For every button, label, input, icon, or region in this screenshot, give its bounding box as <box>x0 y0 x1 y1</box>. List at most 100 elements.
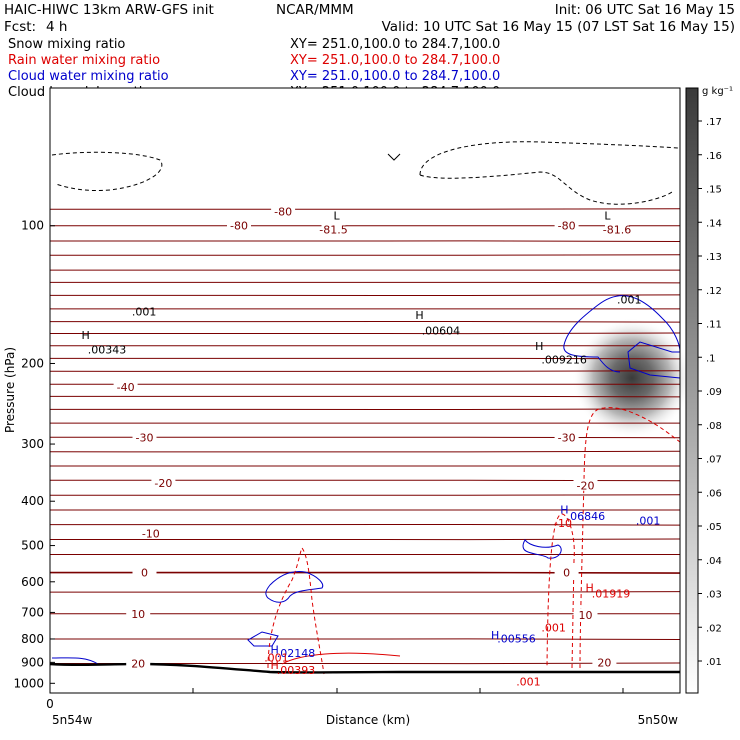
colorbar-tick-label: .13 <box>706 252 722 263</box>
temperature-label: -30 <box>136 431 154 444</box>
temperature-label: -40 <box>117 381 135 394</box>
model-title: HAIC-HIWC 13km ARW-GFS init <box>4 2 214 18</box>
y-tick-label: 400 <box>21 494 44 508</box>
colorbar-tick-label: .08 <box>706 421 722 432</box>
snow-annotation: .00343 <box>88 343 127 356</box>
temperature-contour-line <box>49 208 681 210</box>
colorbar-tick-label: .14 <box>706 218 722 229</box>
temperature-label-bg <box>321 222 346 235</box>
colorbar-tick-label: .16 <box>706 151 722 162</box>
valid-time: Valid: 10 UTC Sat 16 May 15 (07 LST Sat … <box>382 19 735 35</box>
temperature-contour-line <box>49 538 681 541</box>
temperature-label-bg <box>605 222 629 235</box>
snow-annotation: L <box>334 210 341 223</box>
temperature-contour-line <box>49 357 681 360</box>
cloud-annotation: .02148 <box>277 647 316 660</box>
legend-field-xy: XY= 251.0,100.0 to 284.7,100.0 <box>290 53 500 68</box>
temperature-label: -20 <box>577 480 595 493</box>
y-tick-label: 600 <box>21 575 44 589</box>
temperature-contour-line <box>49 240 681 242</box>
snow-annotation: H <box>535 340 543 353</box>
snow-annotation: H <box>82 329 90 342</box>
colorbar-tick-label: .17 <box>706 117 722 128</box>
temperature-label: 20 <box>131 657 145 670</box>
colorbar-tick-label: .09 <box>706 387 722 398</box>
temperature-label-bg <box>573 478 598 491</box>
temperature-label: -81.6 <box>603 224 631 237</box>
terrain-line <box>49 662 680 674</box>
temperature-label-bg <box>573 608 598 621</box>
y-tick-label: 300 <box>21 437 44 451</box>
temperature-contour-line <box>49 254 681 256</box>
colorbar-tick-label: .11 <box>706 320 722 331</box>
temperature-label-bg <box>132 430 157 443</box>
legend-field-name: Rain water mixing ratio <box>8 53 160 68</box>
temperature-contour-line <box>49 591 681 593</box>
y-tick-label: 700 <box>21 605 44 619</box>
temperature-label: -80 <box>558 220 576 233</box>
cloud-water-contours <box>51 295 681 665</box>
temperature-label: -80 <box>274 205 292 218</box>
y-axis: 100 200 300 400 500 600 700 800 900 1000 <box>13 88 55 693</box>
cloud-annotation: .001 <box>636 515 661 528</box>
y-tick-label: 100 <box>21 219 44 233</box>
snow-annotation: .001 <box>132 305 157 318</box>
y-tick-label: 500 <box>21 539 44 553</box>
legend-field-xy: XY= 251.0,100.0 to 284.7,100.0 <box>290 69 500 84</box>
x-origin-label: 0 <box>46 697 54 711</box>
center-label: NCAR/MMM <box>276 2 354 18</box>
temperature-label: -81.5 <box>319 224 347 237</box>
rain-annotation: .001 <box>541 621 566 634</box>
colorbar-tick-label: .05 <box>706 522 722 533</box>
cloud-annotation: .00556 <box>497 633 536 646</box>
temperature-labels: -80 -80 -80 -81.5 -81.6 -40 -30 -30 -20 -20 -10 0 0 1… <box>113 204 631 670</box>
temperature-contour-line <box>49 450 681 453</box>
rain-water-contours <box>267 407 681 675</box>
rain-annotation: .00393 <box>277 664 316 677</box>
rain-annotation: .001 <box>264 651 289 664</box>
temperature-label-bg <box>126 656 151 669</box>
snow-annotation: .00604 <box>422 325 461 338</box>
snow-annotation: H <box>415 309 423 322</box>
colorbar-scale <box>685 87 699 694</box>
snow-annotation: .001 <box>617 294 642 307</box>
temperature-label-bg <box>227 218 251 231</box>
legend-field-name: Snow mixing ratio <box>8 37 125 52</box>
rain-annotation: H <box>271 659 279 672</box>
colorbar-tick-label: .03 <box>706 590 722 601</box>
legend-field-name: Cloud water mixing ratio <box>8 69 169 84</box>
temperature-label-bg <box>151 476 176 489</box>
temperature-label: 20 <box>597 656 611 669</box>
snow-annotation: .009216 <box>541 353 587 366</box>
temperature-label-bg <box>554 430 579 443</box>
temperature-contour-line <box>49 638 681 640</box>
temperature-contour-line <box>49 281 681 284</box>
cloud-annotation: H <box>560 503 568 516</box>
cloud-annotation: .06846 <box>567 510 606 523</box>
temperature-label: -30 <box>558 431 576 444</box>
colorbar-tick-label: .07 <box>706 455 722 466</box>
fcst-value: 4 h <box>46 19 67 35</box>
y-tick-label: 1000 <box>13 676 44 690</box>
colorbar-tick-label: .06 <box>706 488 722 499</box>
snow-annotation: L <box>604 210 611 223</box>
temperature-label: -20 <box>154 477 172 490</box>
x-axis <box>50 688 680 694</box>
temperature-label: 0 <box>563 567 570 580</box>
colorbar-tick-label: .02 <box>706 623 722 634</box>
temperature-label-bg <box>554 218 579 231</box>
rain-annotation: -10 <box>554 517 572 530</box>
colorbar-tick-label: .04 <box>706 556 722 567</box>
temperature-label-bg <box>138 526 163 539</box>
temperature-label: 10 <box>579 609 593 622</box>
colorbar-tick-label: .15 <box>706 185 722 196</box>
temperature-contour-line <box>49 395 681 398</box>
rain-annotation: .001 <box>516 675 541 688</box>
temperature-label-bg <box>126 606 151 619</box>
temperature-label: -80 <box>230 220 248 233</box>
y-tick-label: 200 <box>21 356 44 370</box>
snow-contours <box>51 141 679 205</box>
